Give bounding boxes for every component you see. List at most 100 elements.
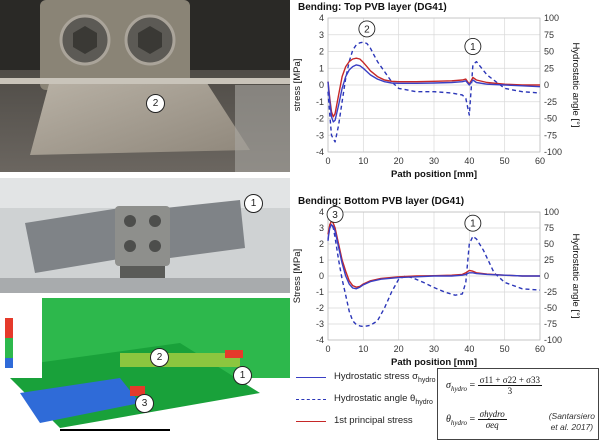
formula-sigma-denominator: 3 [507, 386, 513, 396]
legend-item-hydrostatic-stress: Hydrostatic stress σhydro [294, 370, 436, 392]
chart-bottom-xlabel: Path position [mm] [391, 357, 477, 368]
chart-top-callout-circle [358, 20, 376, 38]
chart-bottom-y2label: Hydrostatic angle [°] [570, 233, 581, 318]
photo-middle-specimen-image [0, 178, 290, 293]
chart-top-ytick-label: -1 [316, 97, 324, 107]
chart-top-ytick-label: -2 [316, 114, 324, 124]
chart-bottom-y2tick-label: -100 [544, 335, 562, 345]
formula-sigma-hydro: σhydro = σ11 + σ22 + σ33 3 [446, 375, 543, 396]
formula-citation-line1: (Santarsiero [548, 411, 595, 421]
formula-sigma-sub: hydro [450, 384, 468, 393]
chart-top-xtick-label: 0 [325, 156, 330, 166]
chart-top-xtick-label: 40 [464, 156, 474, 166]
chart-bottom-ytick-label: -2 [316, 303, 324, 313]
formula-theta-numerator: σhydro [477, 409, 507, 420]
chart-bottom-title: Bending: Bottom PVB layer (DG41) [298, 196, 465, 207]
chart-bottom-series-hydrostatic-angle [327, 222, 541, 328]
legend-label-hydrostatic-stress: Hydrostatic stress σ [334, 371, 418, 382]
chart-top-y2tick-label: 25 [544, 63, 554, 73]
chart-bottom-ytick-label: -3 [316, 319, 324, 329]
chart-top-y2tick-label: 0 [544, 80, 549, 90]
chart-bottom-ytick-label: 3 [319, 223, 324, 233]
chart-top-callout-label: 1 [470, 42, 476, 53]
photo-middle-callout: 1 [244, 194, 263, 213]
chart-bottom-ytick-label: 4 [319, 207, 324, 217]
photo-bottom-callout-2: 2 [150, 348, 169, 367]
legend-swatch-principal-stress [296, 421, 326, 422]
legend-swatch-hydrostatic-stress [296, 377, 326, 378]
chart-top-ytick-label: -4 [316, 147, 324, 157]
chart-top-xtick-label: 60 [535, 156, 545, 166]
chart-top-ytick-label: 4 [319, 13, 324, 23]
chart-top-series-principal-stress [327, 57, 540, 118]
legend: Hydrostatic stress σhydro Hydrostatic an… [294, 370, 436, 436]
chart-top-xtick-label: 30 [429, 156, 439, 166]
chart-bottom-ylabel: Stress [MPa] [292, 249, 303, 303]
chart-top-xlabel: Path position [mm] [391, 169, 477, 180]
chart-bottom-y2tick-label: 50 [544, 239, 554, 249]
legend-item-hydrostatic-angle: Hydrostatic angle θhydro [294, 392, 433, 414]
legend-sub-hydrostatic-angle: hydro [415, 398, 433, 406]
photo-top-clamp: 2 [0, 0, 290, 172]
legend-label-principal-stress: 1st principal stress [334, 415, 413, 426]
formula-box: σhydro = σ11 + σ22 + σ33 3 θhydro = σhyd… [437, 368, 599, 440]
chart-top-y2label: Hydrostatic angle [°] [570, 42, 581, 127]
photo-middle-specimen: 1 [0, 178, 290, 293]
formula-theta-sub: hydro [450, 418, 467, 427]
chart-top-xtick-label: 50 [500, 156, 510, 166]
chart-bottom-callout-label: 1 [470, 219, 476, 230]
chart-bottom-y2tick-label: -25 [544, 287, 557, 297]
chart-bottom-xtick-label: 60 [535, 344, 545, 354]
formula-citation-line2: et al. 2017) [550, 422, 594, 432]
chart-top-y2tick-label: -100 [544, 147, 562, 157]
chart-bottom-callout-circle [464, 214, 482, 232]
chart-bottom-xtick-label: 0 [325, 344, 330, 354]
chart-bottom-xtick-label: 10 [358, 344, 368, 354]
chart-bottom-y2tick-label: 100 [544, 207, 559, 217]
chart-top-xtick-label: 20 [394, 156, 404, 166]
legend-item-principal-stress: 1st principal stress [294, 414, 424, 436]
chart-bottom-y2tick-label: 75 [544, 223, 554, 233]
chart-top-y2tick-label: -25 [544, 97, 557, 107]
chart-top-ytick-label: 3 [319, 30, 324, 40]
chart-bottom-y2tick-label: 25 [544, 255, 554, 265]
chart-bottom-xtick-label: 50 [500, 344, 510, 354]
chart-top-ytick-label: 2 [319, 47, 324, 57]
chart-bottom-ytick-label: 2 [319, 239, 324, 249]
chart-bottom-y2tick-label: -50 [544, 303, 557, 313]
formula-theta-hydro: θhydro = σhydro σeq [446, 409, 507, 430]
photo-bottom-callout-1: 1 [233, 366, 252, 385]
chart-bottom-ytick-label: -4 [316, 335, 324, 345]
photo-bottom-fem: 2 1 3 [0, 298, 290, 444]
chart-top-ytick-label: 0 [319, 80, 324, 90]
legend-sub-hydrostatic-stress: hydro [418, 376, 436, 384]
chart-top-y2tick-label: 75 [544, 30, 554, 40]
photo-top-callout: 2 [146, 94, 165, 113]
legend-swatch-hydrostatic-angle [296, 399, 326, 400]
chart-top-y2tick-label: -50 [544, 114, 557, 124]
chart-bottom-ytick-label: -1 [316, 287, 324, 297]
photo-bottom-callout-3: 3 [135, 394, 154, 413]
chart-top-y2tick-label: 50 [544, 47, 554, 57]
chart-top-xtick-label: 10 [358, 156, 368, 166]
chart-top-y2tick-label: -75 [544, 130, 557, 140]
chart-bottom-xtick-label: 30 [429, 344, 439, 354]
chart-top-callout-circle [464, 38, 482, 55]
chart-bottom-callout-circle [326, 205, 344, 223]
formula-theta-lhs: θ [446, 413, 451, 425]
chart-bottom-series-hydrostatic-stress [327, 224, 540, 290]
formula-sigma-lhs: σ [446, 379, 451, 391]
chart-top-ytick-label: -3 [316, 130, 324, 140]
photo-top-clamp-image [0, 0, 290, 172]
chart-top-series-hydrostatic-angle [327, 41, 541, 143]
formula-theta-denominator: σeq [485, 420, 499, 430]
formula-sigma-numerator: σ11 + σ22 + σ33 [477, 375, 543, 386]
chart-bottom-y2tick-label: -75 [544, 319, 557, 329]
chart-bottom-xtick-label: 20 [394, 344, 404, 354]
chart-bottom-ytick-label: 1 [319, 255, 324, 265]
chart-top-y2tick-label: 100 [544, 13, 559, 23]
chart-bottom-ytick-label: 0 [319, 271, 324, 281]
chart-bottom-y2tick-label: 0 [544, 271, 549, 281]
